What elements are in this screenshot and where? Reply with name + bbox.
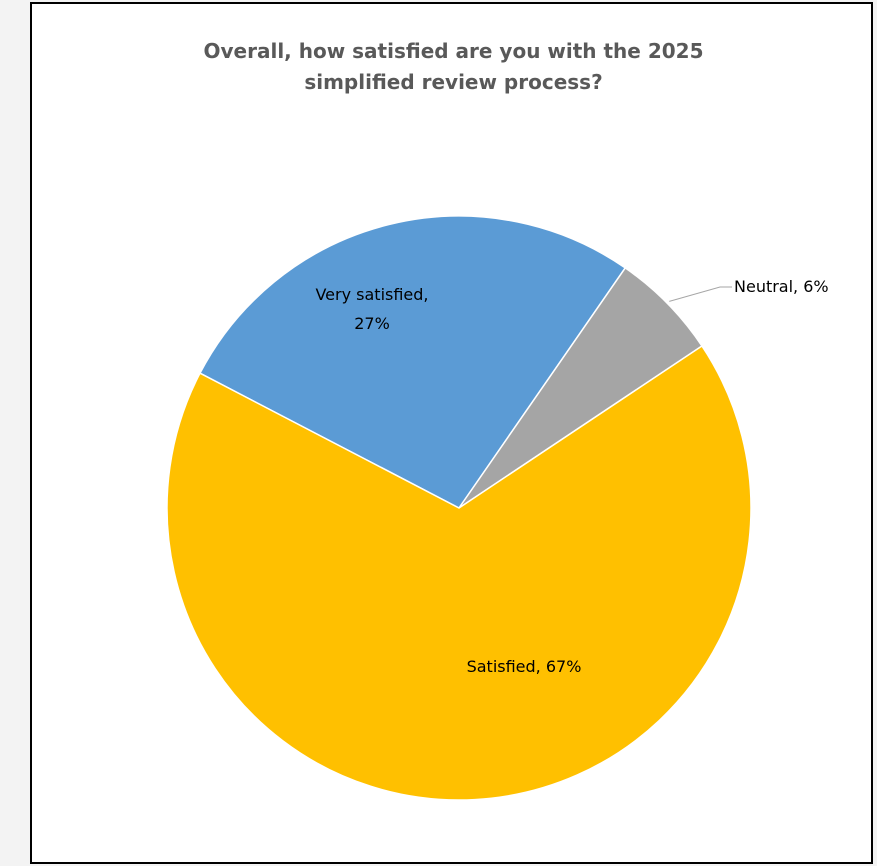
data-label-very-satisfied: Very satisfied, bbox=[315, 285, 428, 304]
pie-slice-satisfied bbox=[166, 344, 752, 801]
chart-title: Overall, how satisfied are you with the … bbox=[32, 36, 875, 98]
chart-title-line-2: simplified review process? bbox=[304, 70, 603, 94]
chart-title-line-1: Overall, how satisfied are you with the … bbox=[203, 39, 704, 63]
data-label-neutral: Neutral, 6% bbox=[734, 277, 829, 296]
data-label-very-satisfied: 27% bbox=[354, 314, 390, 333]
pie-chart: Very satisfied, 27% Neutral, 6% Satisfied, … bbox=[166, 215, 829, 801]
pie-slice-very-satisfied bbox=[198, 215, 627, 509]
neutral-leader-line bbox=[669, 286, 732, 302]
data-label-satisfied: Satisfied, 67% bbox=[467, 657, 582, 676]
chart-frame: Overall, how satisfied are you with the … bbox=[30, 2, 873, 864]
